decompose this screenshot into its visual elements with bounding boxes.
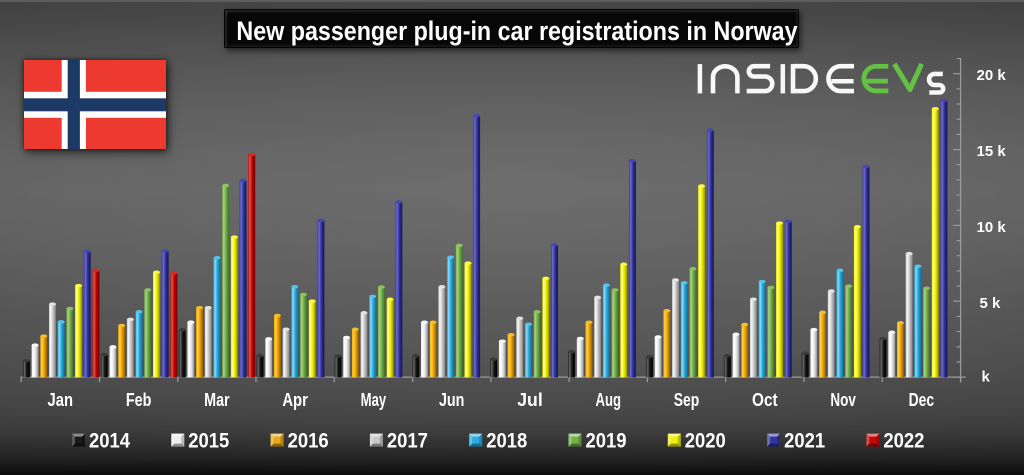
- svg-text:15 k: 15 k: [977, 143, 1007, 160]
- svg-text:Feb: Feb: [126, 390, 152, 410]
- svg-text:20 k: 20 k: [977, 67, 1007, 84]
- svg-text:Jan: Jan: [48, 390, 74, 410]
- svg-text:2018: 2018: [486, 429, 527, 452]
- svg-text:2019: 2019: [586, 429, 627, 452]
- svg-text:Aug: Aug: [596, 390, 622, 410]
- svg-text:2020: 2020: [685, 429, 726, 452]
- svg-text:10 k: 10 k: [977, 219, 1007, 236]
- svg-text:Jun: Jun: [439, 390, 465, 410]
- svg-text:2022: 2022: [883, 429, 924, 452]
- svg-text:Mar: Mar: [204, 390, 230, 410]
- svg-text:Apr: Apr: [282, 390, 308, 410]
- svg-text:2021: 2021: [784, 429, 825, 452]
- svg-text:Dec: Dec: [909, 390, 935, 410]
- svg-text:May: May: [361, 390, 387, 410]
- svg-text:2014: 2014: [89, 429, 130, 452]
- svg-text:5 k: 5 k: [980, 295, 1002, 312]
- svg-text:Nov: Nov: [830, 390, 856, 410]
- svg-text:2015: 2015: [188, 429, 229, 452]
- svg-text:Jul: Jul: [517, 390, 543, 410]
- svg-text:2017: 2017: [387, 429, 428, 452]
- svg-text:Sep: Sep: [674, 390, 700, 410]
- svg-text:2016: 2016: [288, 429, 329, 452]
- svg-text:Oct: Oct: [752, 390, 778, 410]
- svg-text:k: k: [982, 368, 991, 385]
